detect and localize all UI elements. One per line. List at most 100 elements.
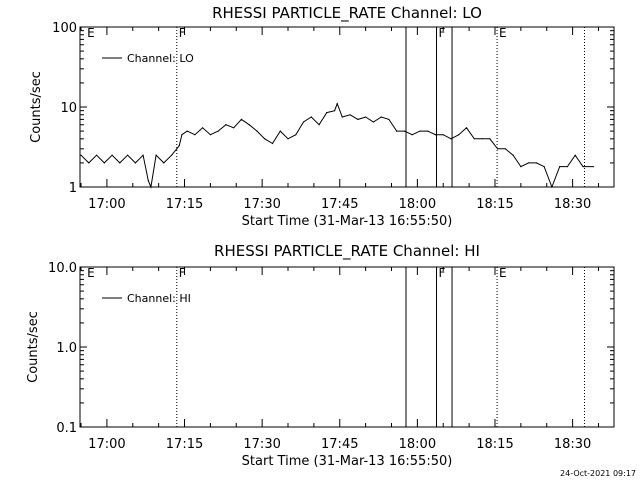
y-tick-label: 1.0 (56, 341, 77, 356)
data-point (520, 166, 522, 168)
data-point (209, 134, 211, 136)
data-point (302, 121, 305, 123)
flag-letter: E (499, 266, 507, 280)
x-tick-label: 17:00 (88, 437, 125, 452)
data-point (497, 148, 499, 150)
data-point (119, 162, 121, 164)
data-point (256, 130, 258, 132)
data-point (357, 118, 359, 120)
data-point (202, 127, 204, 129)
data-point (450, 138, 452, 140)
data-point (411, 134, 413, 136)
x-tick-label: 18:00 (399, 197, 436, 212)
data-point (96, 154, 98, 156)
data-point (334, 110, 336, 112)
data-point (504, 148, 506, 150)
data-point (535, 162, 538, 164)
data-point (111, 154, 113, 156)
data-point (88, 162, 90, 164)
data-point (279, 130, 281, 132)
timestamp: 24-Oct-2021 09:17 (560, 469, 636, 478)
y-tick-label: 100 (52, 21, 77, 36)
data-point (336, 103, 338, 105)
flag-letter: F (179, 26, 186, 40)
data-point (217, 130, 219, 132)
data-point (176, 148, 178, 150)
data-point (163, 162, 165, 164)
data-point (233, 127, 235, 129)
data-point (380, 116, 382, 118)
x-tick-label: 17:30 (243, 437, 280, 452)
data-point (551, 186, 553, 188)
data-point (181, 134, 183, 136)
data-point (264, 138, 266, 140)
data-point (80, 154, 82, 156)
data-point (271, 142, 274, 145)
x-tick-label: 17:30 (243, 197, 280, 212)
data-point (528, 162, 530, 164)
data-point (403, 130, 405, 132)
legend-label: Channel: HI (127, 292, 191, 305)
data-point (574, 154, 576, 156)
flag-letter: F (179, 266, 186, 280)
flag-letter: E (87, 266, 95, 280)
legend-label: Channel: LO (127, 52, 194, 65)
x-tick-label: 18:30 (554, 437, 591, 452)
data-point (559, 166, 561, 168)
data-point (127, 154, 129, 156)
y-tick-label: 10 (60, 101, 77, 116)
x-tick-label: 17:45 (321, 197, 358, 212)
data-point (155, 154, 157, 156)
data-point (142, 154, 144, 156)
data-point (512, 154, 514, 156)
x-tick-label: 18:15 (476, 437, 513, 452)
data-point (150, 186, 152, 188)
data-point (427, 130, 429, 132)
data-point (489, 138, 491, 140)
y-axis-label: Counts/sec (26, 311, 41, 383)
data-point (178, 144, 180, 147)
data-point (349, 114, 351, 116)
chart-title: RHESSI PARTICLE_RATE Channel: LO (212, 4, 482, 23)
chart-title: RHESSI PARTICLE_RATE Channel: HI (214, 242, 480, 261)
plot-frame (79, 266, 615, 428)
data-point (248, 124, 250, 126)
data-point (318, 124, 320, 126)
data-point (225, 124, 227, 126)
x-axis-label: Start Time (31-Mar-13 16:55:50) (242, 214, 453, 229)
data-point (473, 138, 475, 140)
data-point (341, 116, 343, 118)
x-tick-label: 17:15 (166, 197, 203, 212)
data-point (388, 118, 390, 120)
data-point (365, 116, 367, 118)
y-tick-label: 10.0 (48, 261, 77, 276)
x-tick-label: 18:15 (476, 197, 513, 212)
y-tick-label: 1 (69, 181, 77, 196)
data-point (592, 166, 594, 168)
data-point (240, 118, 242, 120)
data-point (419, 130, 421, 132)
data-point (186, 130, 188, 132)
data-point (442, 134, 444, 136)
data-point (434, 134, 437, 136)
x-axis-label: Start Time (31-Mar-13 16:55:50) (242, 454, 453, 469)
data-point (103, 162, 105, 164)
flag-letter: E (499, 26, 507, 40)
data-point (396, 130, 398, 132)
data-point (194, 134, 196, 136)
data-point (582, 166, 584, 168)
x-tick-label: 17:00 (88, 197, 125, 212)
data-point (566, 166, 569, 168)
flag-letter: E (87, 26, 95, 40)
data-point (171, 154, 173, 156)
data-point (465, 127, 468, 129)
data-point (326, 112, 328, 114)
y-tick-label: 0.1 (56, 421, 77, 436)
x-tick-label: 17:15 (166, 437, 203, 452)
data-point (481, 138, 483, 140)
series-line-0 (80, 102, 594, 189)
data-point (372, 121, 374, 123)
data-point (295, 134, 297, 136)
data-point (543, 166, 545, 168)
